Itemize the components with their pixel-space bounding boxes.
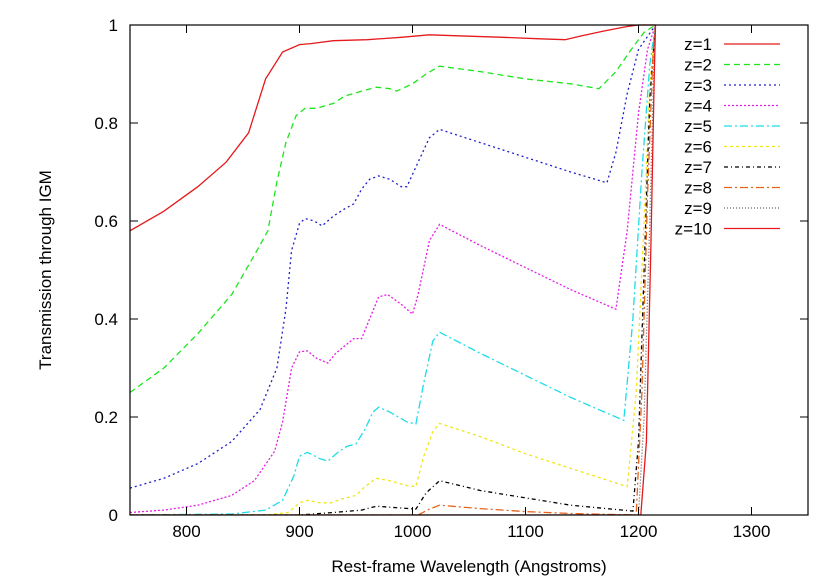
legend-label-z4: z=4 [684,97,712,116]
legend-label-z6: z=6 [684,138,712,157]
legend-label-z1: z=1 [684,35,712,54]
series-line-z8 [130,24,657,515]
plot-lines [130,24,657,515]
legend-label-z3: z=3 [684,76,712,95]
legend-label-z8: z=8 [684,179,712,198]
series-line-z1 [130,24,656,232]
legend-label-z2: z=2 [684,56,712,75]
y-tick-label: 0.2 [94,408,118,427]
series-line-z10 [130,24,657,515]
axis-ticks: 800 900 1000 1100 1200 1300 0 0.2 0.4 0.6 0.8 1 [94,16,808,541]
series-line-z9 [130,24,657,515]
legend-label-z10: z=10 [675,220,712,239]
y-tick-label: 1 [109,16,118,35]
x-tick-label: 1200 [620,522,658,541]
legend: z=1 z=2z=3 z=4z=5 z=6z=7 z=8z=9 z=10 [675,35,780,239]
series-line-z6 [130,24,657,515]
x-tick-label: 1000 [394,522,432,541]
x-tick-label: 800 [172,522,200,541]
legend-label-z7: z=7 [684,158,712,177]
x-axis-title: Rest-frame Wavelength (Angstroms) [331,557,606,576]
x-tick-label: 900 [285,522,313,541]
y-tick-label: 0.4 [94,310,118,329]
y-tick-label: 0.8 [94,114,118,133]
series-line-z3 [130,24,657,489]
legend-label-z5: z=5 [684,117,712,136]
y-tick-label: 0.6 [94,212,118,231]
x-tick-label: 1100 [507,522,544,541]
series-line-z7 [130,24,657,515]
plot-frame [129,24,809,516]
y-axis-title: Transmission through IGM [36,170,55,370]
series-line-z2 [130,24,656,394]
legend-label-z9: z=9 [684,199,712,218]
series-line-z5 [130,24,657,515]
y-tick-label: 0 [109,506,118,525]
x-tick-label: 1300 [733,522,771,541]
